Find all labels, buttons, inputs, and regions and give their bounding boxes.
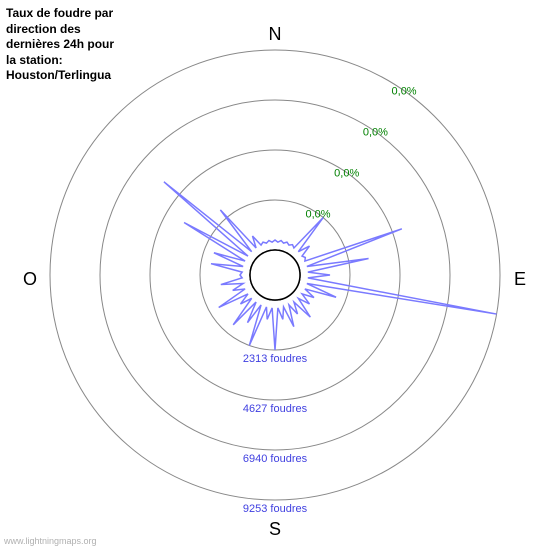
- cardinal-s: S: [269, 519, 281, 539]
- center-hub-overlay: [250, 250, 300, 300]
- ring-label-top: 0,0%: [392, 86, 417, 98]
- ring-label-bottom: 6940 foudres: [243, 453, 308, 465]
- cardinal-n: N: [269, 24, 282, 44]
- ring-label-bottom: 2313 foudres: [243, 353, 308, 365]
- ring-label-top: 0,0%: [363, 127, 388, 139]
- ring-label-bottom: 4627 foudres: [243, 403, 308, 415]
- cardinal-e: E: [514, 269, 526, 289]
- cardinal-w: O: [23, 269, 37, 289]
- polar-chart: 0,0% 2313 foudres 0,0% 4627 foudres 0,0% 6940…: [0, 0, 550, 550]
- rose-polygon: [164, 182, 497, 350]
- ring-label-top: 0,0%: [334, 168, 359, 180]
- ring-label-bottom: 9253 foudres: [243, 503, 308, 515]
- ring-label-top: 0,0%: [305, 209, 330, 221]
